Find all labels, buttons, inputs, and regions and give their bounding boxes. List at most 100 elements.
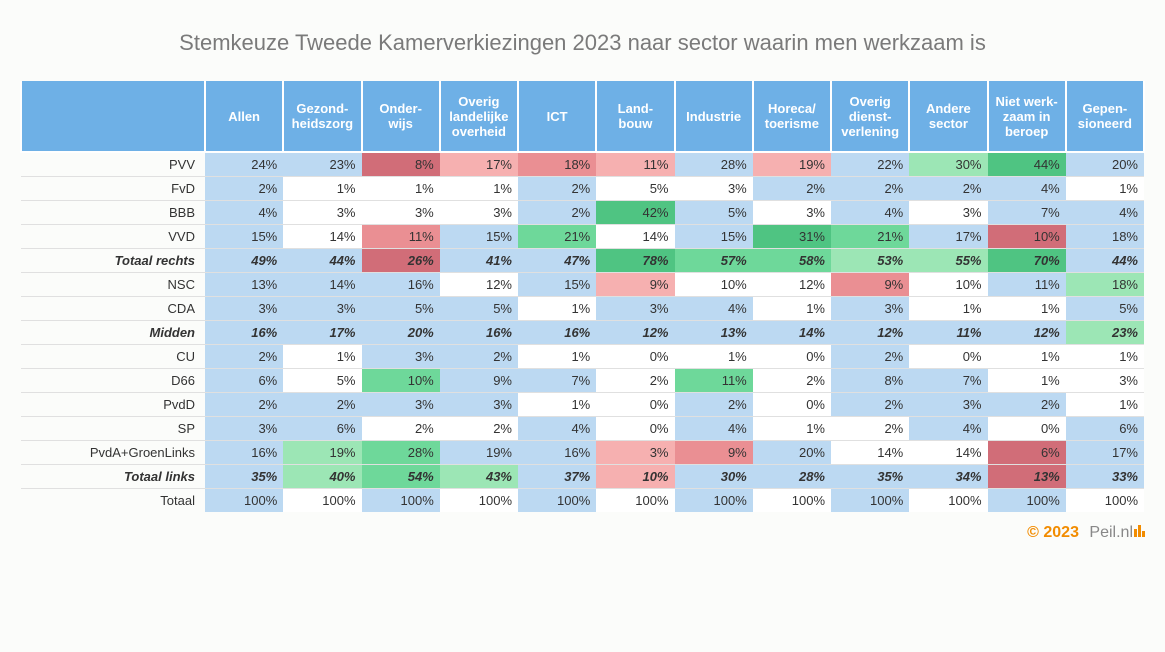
data-cell: 40% — [283, 465, 361, 489]
data-cell: 2% — [283, 393, 361, 417]
data-cell: 14% — [283, 273, 361, 297]
data-cell: 3% — [283, 297, 361, 321]
data-cell: 4% — [909, 417, 987, 441]
data-cell: 3% — [909, 393, 987, 417]
table-row: BBB4%3%3%3%2%42%5%3%4%3%7%4% — [21, 201, 1144, 225]
data-cell: 100% — [1066, 489, 1144, 513]
table-row: PVV24%23%8%17%18%11%28%19%22%30%44%20% — [21, 152, 1144, 177]
data-cell: 3% — [205, 417, 283, 441]
brand: Peil.nl — [1089, 524, 1145, 541]
data-cell: 6% — [988, 441, 1066, 465]
data-cell: 19% — [440, 441, 518, 465]
data-cell: 17% — [440, 152, 518, 177]
data-cell: 0% — [753, 393, 831, 417]
data-cell: 5% — [440, 297, 518, 321]
data-cell: 14% — [596, 225, 674, 249]
data-cell: 16% — [362, 273, 440, 297]
data-cell: 4% — [518, 417, 596, 441]
data-cell: 20% — [753, 441, 831, 465]
data-cell: 35% — [831, 465, 909, 489]
data-cell: 2% — [988, 393, 1066, 417]
data-cell: 100% — [518, 489, 596, 513]
data-cell: 3% — [831, 297, 909, 321]
data-cell: 4% — [988, 177, 1066, 201]
data-cell: 3% — [440, 393, 518, 417]
page-title: Stemkeuze Tweede Kamerverkiezingen 2023 … — [20, 30, 1145, 56]
table-body: PVV24%23%8%17%18%11%28%19%22%30%44%20%Fv… — [21, 152, 1144, 512]
row-label: CU — [21, 345, 205, 369]
data-cell: 1% — [1066, 177, 1144, 201]
data-cell: 49% — [205, 249, 283, 273]
data-cell: 1% — [909, 297, 987, 321]
data-cell: 15% — [675, 225, 753, 249]
data-cell: 20% — [1066, 152, 1144, 177]
data-cell: 20% — [362, 321, 440, 345]
row-label: NSC — [21, 273, 205, 297]
table-row: CU2%1%3%2%1%0%1%0%2%0%1%1% — [21, 345, 1144, 369]
row-label: BBB — [21, 201, 205, 225]
data-cell: 1% — [362, 177, 440, 201]
column-header: Anderesector — [909, 81, 987, 152]
data-cell: 1% — [988, 369, 1066, 393]
data-cell: 9% — [596, 273, 674, 297]
data-cell: 19% — [283, 441, 361, 465]
row-label: D66 — [21, 369, 205, 393]
table-row: Totaal rechts49%44%26%41%47%78%57%58%53%… — [21, 249, 1144, 273]
data-cell: 15% — [518, 273, 596, 297]
data-cell: 1% — [988, 297, 1066, 321]
data-cell: 17% — [1066, 441, 1144, 465]
data-cell: 1% — [753, 417, 831, 441]
data-cell: 43% — [440, 465, 518, 489]
data-cell: 23% — [1066, 321, 1144, 345]
data-cell: 5% — [362, 297, 440, 321]
data-cell: 9% — [440, 369, 518, 393]
data-cell: 100% — [988, 489, 1066, 513]
data-cell: 21% — [831, 225, 909, 249]
row-label: Midden — [21, 321, 205, 345]
data-cell: 13% — [205, 273, 283, 297]
data-cell: 55% — [909, 249, 987, 273]
data-cell: 3% — [909, 201, 987, 225]
table-row: NSC13%14%16%12%15%9%10%12%9%10%11%18% — [21, 273, 1144, 297]
data-cell: 12% — [596, 321, 674, 345]
data-cell: 18% — [1066, 225, 1144, 249]
data-cell: 2% — [831, 345, 909, 369]
column-header: Overigdienst-verlening — [831, 81, 909, 152]
copyright: © 2023 — [1027, 524, 1079, 541]
table-row: FvD2%1%1%1%2%5%3%2%2%2%4%1% — [21, 177, 1144, 201]
data-cell: 18% — [518, 152, 596, 177]
data-cell: 0% — [596, 345, 674, 369]
data-cell: 12% — [988, 321, 1066, 345]
column-header — [21, 81, 205, 152]
table-header-row: AllenGezond-heidszorgOnder-wijsOveriglan… — [21, 81, 1144, 152]
data-cell: 2% — [362, 417, 440, 441]
row-label: CDA — [21, 297, 205, 321]
data-cell: 10% — [988, 225, 1066, 249]
data-cell: 5% — [1066, 297, 1144, 321]
brand-text: Peil.nl — [1089, 524, 1133, 541]
data-cell: 0% — [596, 393, 674, 417]
data-cell: 30% — [675, 465, 753, 489]
data-cell: 3% — [1066, 369, 1144, 393]
data-cell: 5% — [283, 369, 361, 393]
data-cell: 11% — [596, 152, 674, 177]
data-cell: 30% — [909, 152, 987, 177]
data-cell: 78% — [596, 249, 674, 273]
data-cell: 28% — [675, 152, 753, 177]
data-cell: 2% — [440, 345, 518, 369]
data-cell: 0% — [909, 345, 987, 369]
data-cell: 4% — [205, 201, 283, 225]
data-cell: 15% — [205, 225, 283, 249]
data-cell: 1% — [283, 345, 361, 369]
row-label: Totaal rechts — [21, 249, 205, 273]
data-cell: 17% — [909, 225, 987, 249]
row-label: Totaal links — [21, 465, 205, 489]
data-cell: 5% — [675, 201, 753, 225]
data-cell: 3% — [205, 297, 283, 321]
data-cell: 26% — [362, 249, 440, 273]
data-cell: 2% — [909, 177, 987, 201]
data-cell: 42% — [596, 201, 674, 225]
data-cell: 3% — [362, 345, 440, 369]
data-cell: 1% — [1066, 345, 1144, 369]
data-cell: 2% — [205, 177, 283, 201]
